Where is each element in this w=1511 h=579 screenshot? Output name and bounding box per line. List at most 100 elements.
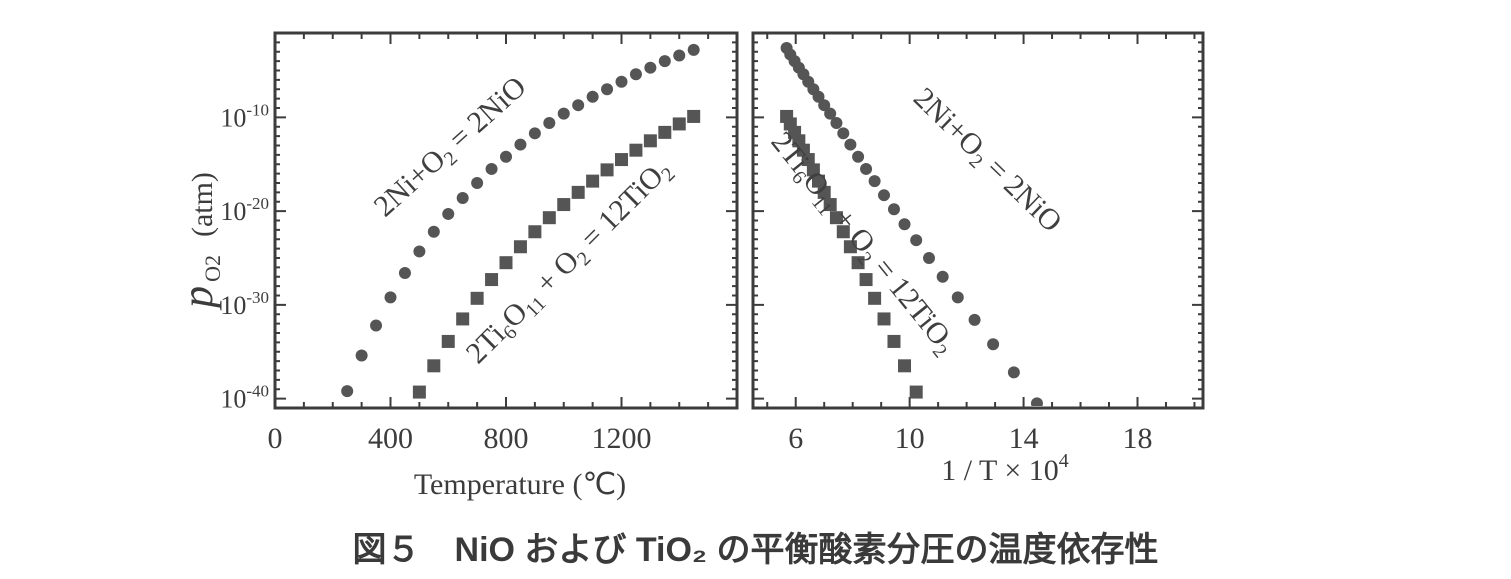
- reciprocal-tio2-point: [836, 225, 850, 239]
- y-axis-unit: (atm): [186, 172, 219, 237]
- temperature-nio-point: [384, 291, 397, 304]
- reciprocal-panel-ticks: [753, 32, 1203, 409]
- reciprocal-nio-point: [812, 90, 825, 103]
- nio-reaction-label-right: 2Ni+O2 = 2NiO: [904, 81, 1068, 241]
- temperature-tio2-point: [485, 273, 499, 287]
- reciprocal-tio2-point: [806, 163, 820, 177]
- temperature-nio-point: [543, 117, 556, 129]
- temperature-nio-point: [471, 177, 484, 189]
- reciprocal-panel-frame: [751, 31, 1205, 410]
- temperature-nio-point: [658, 55, 671, 68]
- reciprocal-nio-point: [837, 127, 850, 140]
- reciprocal-tio2-point: [859, 273, 873, 287]
- temperature-nio-point: [398, 267, 411, 279]
- temperature-tio2-point: [441, 334, 455, 348]
- temperature-nio-point: [355, 349, 368, 362]
- y-tick-label: 10-10: [220, 100, 269, 132]
- reciprocal-nio-point: [923, 252, 936, 264]
- y-tick-label: 10-20: [220, 194, 269, 226]
- y-axis-label: p O2 (atm): [173, 172, 225, 311]
- reciprocal-nio-point: [830, 117, 843, 129]
- temperature-tio2-point: [571, 185, 585, 199]
- temperature-nio-point: [370, 319, 383, 332]
- temperature-tio2-point: [687, 109, 701, 123]
- reciprocal-nio-point: [1007, 366, 1020, 379]
- temperature-x-tick-label: 1200: [592, 422, 652, 455]
- reciprocal-x-tick-label: 14: [1009, 422, 1039, 455]
- temperature-x-tick-label: 800: [484, 422, 529, 455]
- temperature-nio-point: [644, 61, 657, 74]
- temperature-nio-point: [413, 245, 426, 258]
- reciprocal-tio2-point: [887, 334, 901, 348]
- temperature-nio-point: [456, 192, 469, 204]
- temperature-x-tick-label: 0: [268, 422, 283, 455]
- reciprocal-nio-point: [824, 107, 837, 120]
- temperature-nio-point: [528, 127, 541, 140]
- temperature-panel-ticks: [274, 32, 738, 409]
- temperature-nio-point: [615, 75, 628, 88]
- reciprocal-nio-point: [860, 162, 873, 175]
- reciprocal-nio-point: [878, 189, 891, 202]
- temperature-nio-point: [341, 385, 354, 398]
- reciprocal-tio2-point: [812, 174, 826, 188]
- reciprocal-nio-point: [818, 99, 831, 112]
- temperature-nio-point: [572, 99, 585, 112]
- reciprocal-nio-point: [887, 203, 900, 216]
- reciprocal-nio-point: [1030, 397, 1043, 406]
- temperature-tio2-point: [615, 153, 628, 167]
- reciprocal-tio2-point: [823, 198, 837, 212]
- reciprocal-tio2-point: [843, 240, 857, 254]
- temperature-nio-point: [557, 107, 570, 120]
- y-axis-subscript: O2: [200, 255, 225, 282]
- temperature-x-axis-label: Temperature (℃): [414, 468, 626, 501]
- reciprocal-nio-point: [987, 338, 1000, 351]
- reciprocal-tio2-point: [851, 256, 865, 270]
- nio-reaction-label-left: 2Ni+O2 = 2NiO: [368, 70, 536, 226]
- reciprocal-nio-point: [910, 234, 923, 247]
- reciprocal-x-tick-labels: 6 10 14 18: [788, 422, 1152, 455]
- temperature-tio2-point: [658, 125, 672, 139]
- temperature-tio2-point: [643, 134, 657, 148]
- temperature-panel-points: [341, 43, 701, 399]
- temperature-tio2-point: [412, 385, 426, 399]
- temperature-tio2-point: [513, 240, 527, 254]
- temperature-nio-point: [442, 207, 455, 220]
- reciprocal-nio-point: [968, 313, 981, 326]
- reciprocal-tio2-point: [909, 385, 923, 399]
- temperature-nio-point: [485, 162, 498, 175]
- reciprocal-nio-point: [844, 138, 857, 151]
- temperature-tio2-point: [672, 117, 686, 131]
- temperature-tio2-point: [629, 143, 643, 157]
- temperature-tio2-point: [528, 225, 542, 239]
- temperature-nio-point: [629, 68, 642, 81]
- reciprocal-x-tick-label: 6: [788, 422, 803, 455]
- reciprocal-panel-points: [780, 42, 1043, 406]
- reciprocal-tio2-point: [877, 312, 891, 326]
- reciprocal-tio2-point: [817, 185, 831, 199]
- temperature-x-tick-labels: 0 400 800 1200: [268, 422, 652, 455]
- reciprocal-nio-point: [898, 218, 911, 231]
- temperature-tio2-point: [542, 211, 556, 225]
- reciprocal-nio-point: [951, 291, 964, 304]
- reciprocal-tio2-point: [898, 359, 912, 373]
- temperature-nio-point: [500, 150, 512, 163]
- temperature-nio-point: [514, 138, 527, 151]
- temperature-tio2-point: [600, 163, 614, 177]
- tio2-reaction-label-left: 2Ti6O11 + O2 = 12TiO2: [460, 153, 680, 373]
- temperature-tio2-point: [557, 198, 571, 212]
- figure-caption: 図５ NiO および TiO₂ の平衡酸素分圧の温度依存性: [352, 531, 1159, 569]
- reciprocal-tio2-point: [801, 153, 815, 167]
- svg-text:p O2 (atm): p O2 (atm): [173, 172, 225, 311]
- temperature-panel: 0 400 800 1200 10-40 10-30 10-20 10-10 Tempera…: [220, 31, 739, 501]
- reciprocal-tio2-point: [829, 211, 843, 225]
- reciprocal-temperature-panel: 6 10 14 18 1 / T × 104 2Ni+O2 = 2NiO 2Ti6O1…: [751, 31, 1205, 487]
- y-axis-symbol: p: [173, 286, 222, 311]
- temperature-tio2-point: [456, 312, 470, 326]
- temperature-tio2-point: [586, 174, 600, 188]
- reciprocal-nio-point: [852, 150, 865, 163]
- temperature-tio2-point: [470, 291, 484, 305]
- temperature-nio-point: [673, 49, 686, 62]
- reciprocal-x-axis-label: 1 / T × 104: [941, 450, 1069, 487]
- temperature-nio-point: [601, 83, 614, 96]
